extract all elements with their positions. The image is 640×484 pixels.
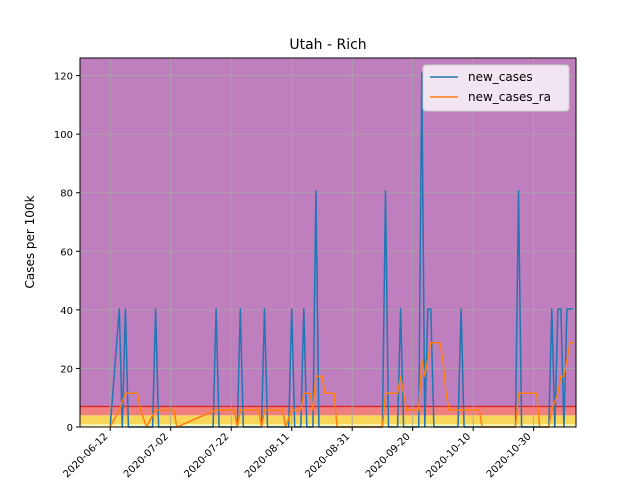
plot-area-frame [79, 57, 577, 428]
legend-box [422, 64, 570, 112]
y-tick-label: 120 [54, 72, 73, 83]
x-tick-label: 2020-06-12 [61, 431, 110, 480]
y-tick-label: 20 [60, 364, 73, 375]
chart-title: Utah - Rich [289, 37, 366, 53]
risk-band-3 [80, 58, 576, 407]
risk-band-0 [80, 424, 576, 427]
x-tick-label: 2020-07-22 [182, 431, 231, 480]
x-tick-label: 2020-10-30 [485, 431, 534, 480]
risk-band-1 [80, 415, 576, 425]
x-tick-label: 2020-09-20 [364, 431, 413, 480]
y-tick-label: 60 [60, 247, 73, 258]
legend-label: new_cases_ra [468, 90, 551, 104]
x-axis-ticks: 2020-06-12 2020-07-02 2020-07-22 2020-08-11… [61, 427, 535, 480]
y-tick-label: 40 [60, 306, 73, 317]
legend-label: new_cases [468, 70, 533, 84]
legend: new_cases new_cases_ra [422, 64, 570, 112]
x-tick-label: 2020-08-11 [243, 431, 292, 480]
y-axis-label: Cases per 100k [23, 195, 37, 288]
x-tick-label: 2020-10-10 [424, 431, 473, 480]
series-line-new_cases_ra [109, 341, 573, 428]
y-tick-label: 80 [60, 189, 73, 200]
risk-band-2 [80, 406, 576, 416]
x-tick-label: 2020-08-31 [303, 431, 352, 480]
y-tick-label: 0 [67, 423, 73, 434]
y-tick-label: 100 [54, 130, 73, 141]
y-axis-ticks: 0 20 40 60 80 100 120 [54, 72, 80, 434]
risk-level-bands [80, 58, 576, 427]
x-tick-label: 2020-07-02 [122, 431, 171, 480]
